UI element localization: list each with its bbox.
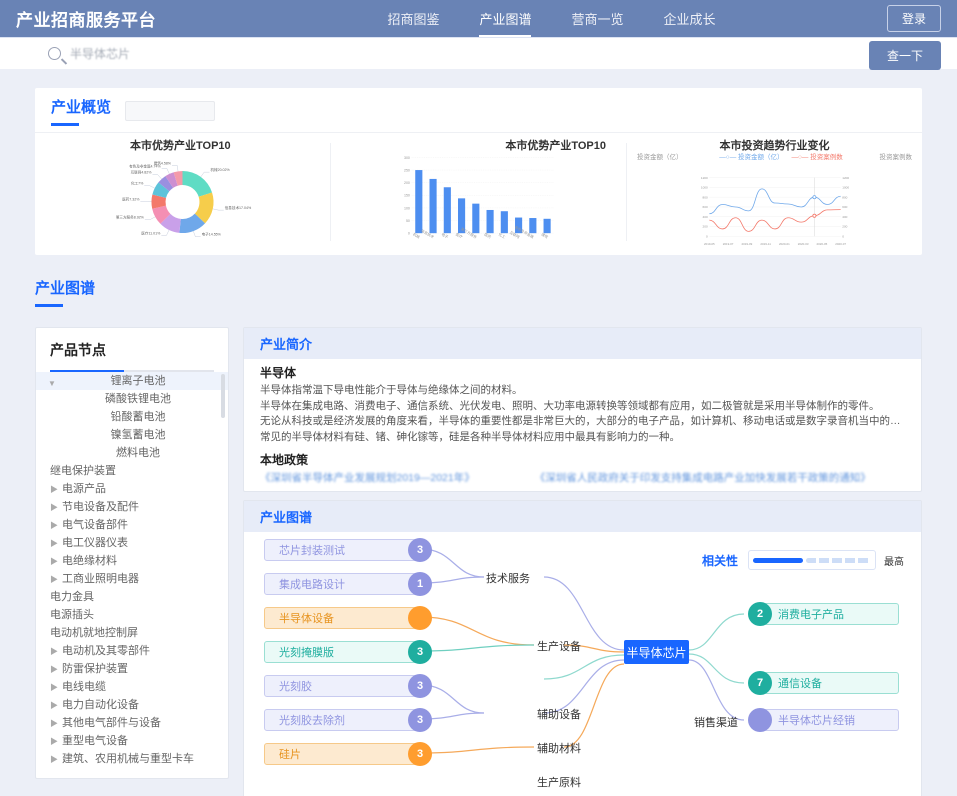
svg-text:2019-09: 2019-09 (741, 242, 752, 246)
svg-text:0: 0 (842, 234, 844, 238)
svg-text:300: 300 (404, 156, 410, 160)
svg-text:电子14.55%: 电子14.55% (202, 232, 222, 237)
svg-text:2019-05: 2019-05 (703, 242, 714, 246)
svg-text:200: 200 (702, 225, 707, 229)
svg-text:第三方服务8.92%: 第三方服务8.92% (116, 215, 145, 220)
svg-text:50: 50 (406, 219, 410, 223)
svg-text:800: 800 (842, 195, 847, 199)
svg-text:1200: 1200 (842, 176, 849, 180)
svg-text:600: 600 (702, 205, 707, 209)
svg-text:200: 200 (404, 181, 410, 185)
svg-text:400: 400 (702, 215, 707, 219)
svg-text:2019-07: 2019-07 (722, 242, 733, 246)
svg-text:100: 100 (404, 206, 410, 210)
svg-text:250: 250 (404, 168, 410, 172)
svg-text:2020-07: 2020-07 (835, 242, 846, 246)
svg-text:2020-05: 2020-05 (816, 242, 827, 246)
svg-text:600: 600 (842, 205, 847, 209)
svg-text:2020-03: 2020-03 (797, 242, 808, 246)
svg-text:化工7%: 化工7% (131, 181, 144, 186)
svg-text:建筑4.58%: 建筑4.58% (154, 160, 172, 165)
svg-text:医疗11.01%: 医疗11.01% (141, 230, 161, 235)
svg-text:2020-01: 2020-01 (779, 242, 790, 246)
svg-text:0: 0 (408, 232, 410, 236)
svg-text:1200: 1200 (700, 176, 707, 180)
svg-text:1000: 1000 (700, 186, 707, 190)
svg-text:400: 400 (842, 215, 847, 219)
svg-text:信息技术17.04%: 信息技术17.04% (225, 205, 252, 210)
svg-text:800: 800 (702, 195, 707, 199)
svg-text:150: 150 (404, 194, 410, 198)
svg-text:互联网4.82%: 互联网4.82% (131, 170, 153, 175)
svg-text:2019-11: 2019-11 (760, 242, 771, 246)
svg-text:机械20.02%: 机械20.02% (210, 167, 230, 172)
svg-text:医药7.32%: 医药7.32% (122, 197, 140, 202)
svg-text:200: 200 (842, 225, 847, 229)
svg-text:0: 0 (706, 234, 708, 238)
svg-text:1000: 1000 (842, 186, 849, 190)
